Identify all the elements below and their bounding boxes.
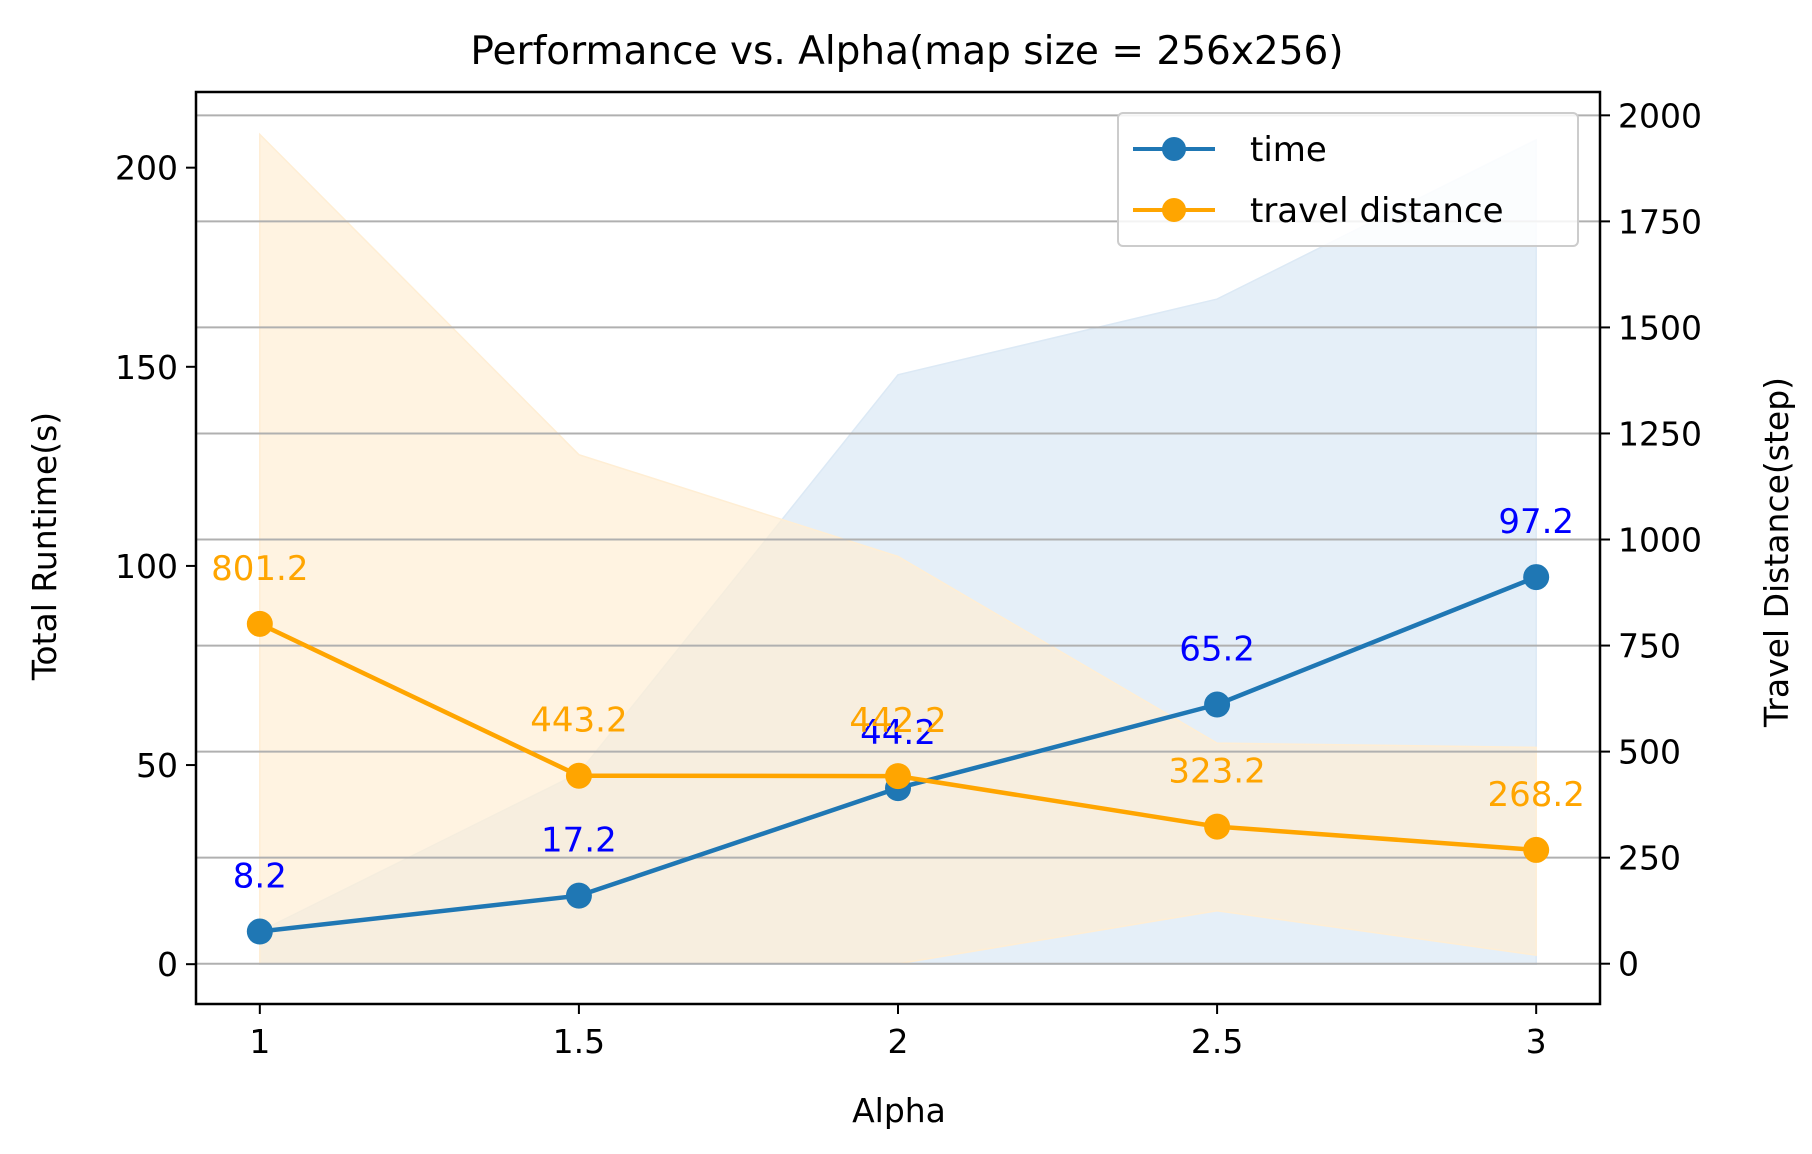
data-label-time-1: 17.2 — [541, 821, 617, 861]
left-y-tick-label-0: 0 — [157, 945, 178, 984]
legend: time travel distance — [1117, 112, 1579, 247]
x-tick-label-1: 1.5 — [553, 1022, 605, 1061]
x-tick-label-2: 2 — [888, 1022, 909, 1061]
marker-time-0 — [246, 918, 273, 945]
right-y-axis-label: Travel Distance(step) — [1757, 377, 1796, 728]
x-axis-ticks: 1 1.5 2 2.5 3 — [249, 1004, 1547, 1061]
data-label-time-3: 65.2 — [1179, 630, 1255, 670]
left-y-tick-label-3: 150 — [115, 348, 178, 387]
x-tick-label-4: 3 — [1526, 1022, 1547, 1061]
right-y-tick-label-2: 500 — [1618, 733, 1681, 772]
data-label-time-2: 44.2 — [860, 713, 936, 753]
marker-travel-distance-1 — [565, 762, 592, 789]
right-y-tick-label-7: 1750 — [1618, 202, 1702, 241]
confidence-bands — [259, 132, 1537, 965]
marker-time-1 — [565, 882, 592, 909]
marker-travel-distance-3 — [1204, 813, 1231, 840]
data-label-time-0: 8.2 — [233, 857, 287, 897]
marker-travel-distance-0 — [246, 610, 273, 637]
data-label-travel-distance-0: 801.2 — [211, 549, 308, 589]
series-markers — [246, 564, 1550, 945]
right-y-tick-label-5: 1250 — [1618, 414, 1702, 453]
left-y-axis-label: Total Runtime(s) — [25, 412, 64, 681]
right-y-tick-label-3: 750 — [1618, 627, 1681, 666]
left-y-tick-label-2: 100 — [115, 547, 178, 586]
legend-time-label: time — [1250, 130, 1327, 170]
data-label-travel-distance-3: 323.2 — [1168, 752, 1265, 792]
right-y-tick-label-1: 250 — [1618, 839, 1681, 878]
legend-box — [1117, 112, 1579, 247]
x-axis-label: Alpha — [852, 1091, 946, 1130]
legend-travel-marker — [1162, 198, 1186, 222]
legend-time-marker — [1162, 137, 1186, 161]
left-y-tick-label-4: 200 — [115, 149, 178, 188]
legend-travel-label: travel distance — [1250, 191, 1504, 231]
right-y-tick-label-8: 2000 — [1618, 96, 1702, 135]
left-y-axis-ticks: 0 50 100 150 200 — [115, 149, 196, 984]
right-y-tick-label-4: 1000 — [1618, 521, 1702, 560]
data-label-travel-distance-2: 442.2 — [849, 701, 946, 741]
data-label-travel-distance-1: 443.2 — [530, 701, 627, 741]
x-tick-label-3: 2.5 — [1191, 1022, 1243, 1061]
right-y-tick-label-0: 0 — [1618, 945, 1639, 984]
marker-travel-distance-4 — [1523, 836, 1550, 863]
data-labels: 8.2 17.2 44.2 65.2 97.2 801.2 443.2 442.2 323.2 2… — [211, 502, 1585, 896]
marker-time-4 — [1523, 564, 1550, 591]
right-y-tick-label-6: 1500 — [1618, 308, 1702, 347]
right-y-axis-ticks: 0 250 500 750 1000 1250 1500 1750 2000 — [1600, 96, 1702, 984]
marker-time-3 — [1204, 691, 1231, 718]
x-tick-label-0: 1 — [249, 1022, 270, 1061]
marker-travel-distance-2 — [885, 763, 911, 790]
left-y-tick-label-1: 50 — [136, 746, 178, 785]
data-label-time-4: 97.2 — [1498, 502, 1574, 542]
chart-title: Performance vs. Alpha(map size = 256x256… — [470, 29, 1343, 74]
data-label-travel-distance-4: 268.2 — [1488, 775, 1585, 815]
